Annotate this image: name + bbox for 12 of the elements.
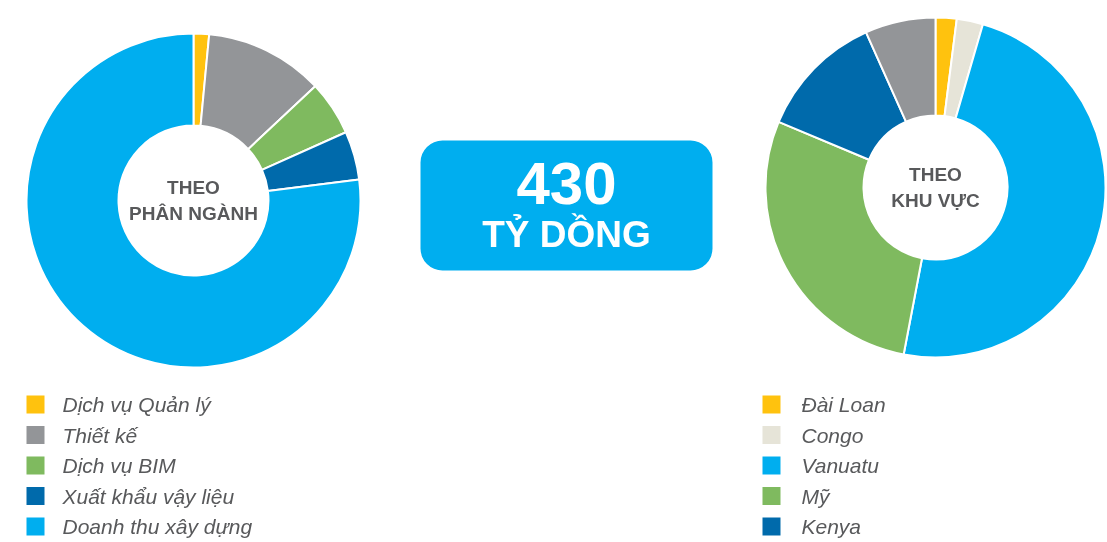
- legend-label: Xuất khẩu vậy liệu: [61, 484, 235, 508]
- legend-label: Kenya: [801, 515, 862, 538]
- legend-label: Dịch vụ BIM: [62, 454, 177, 477]
- legend-label: Thiết kế: [62, 423, 139, 447]
- text: THEO KHU VỰC: [891, 164, 981, 211]
- legend-label: Đài Loan: [801, 393, 886, 416]
- legend-label: Mỹ: [801, 484, 831, 508]
- legend-label: Vanuatu: [801, 454, 880, 477]
- legend-label: Dịch vụ Quản lý: [62, 393, 213, 416]
- text: THEO PHÂN NGÀNH: [129, 177, 258, 224]
- legend-label: Congo: [801, 423, 864, 447]
- legend-label: Doanh thu xây dựng: [62, 515, 253, 538]
